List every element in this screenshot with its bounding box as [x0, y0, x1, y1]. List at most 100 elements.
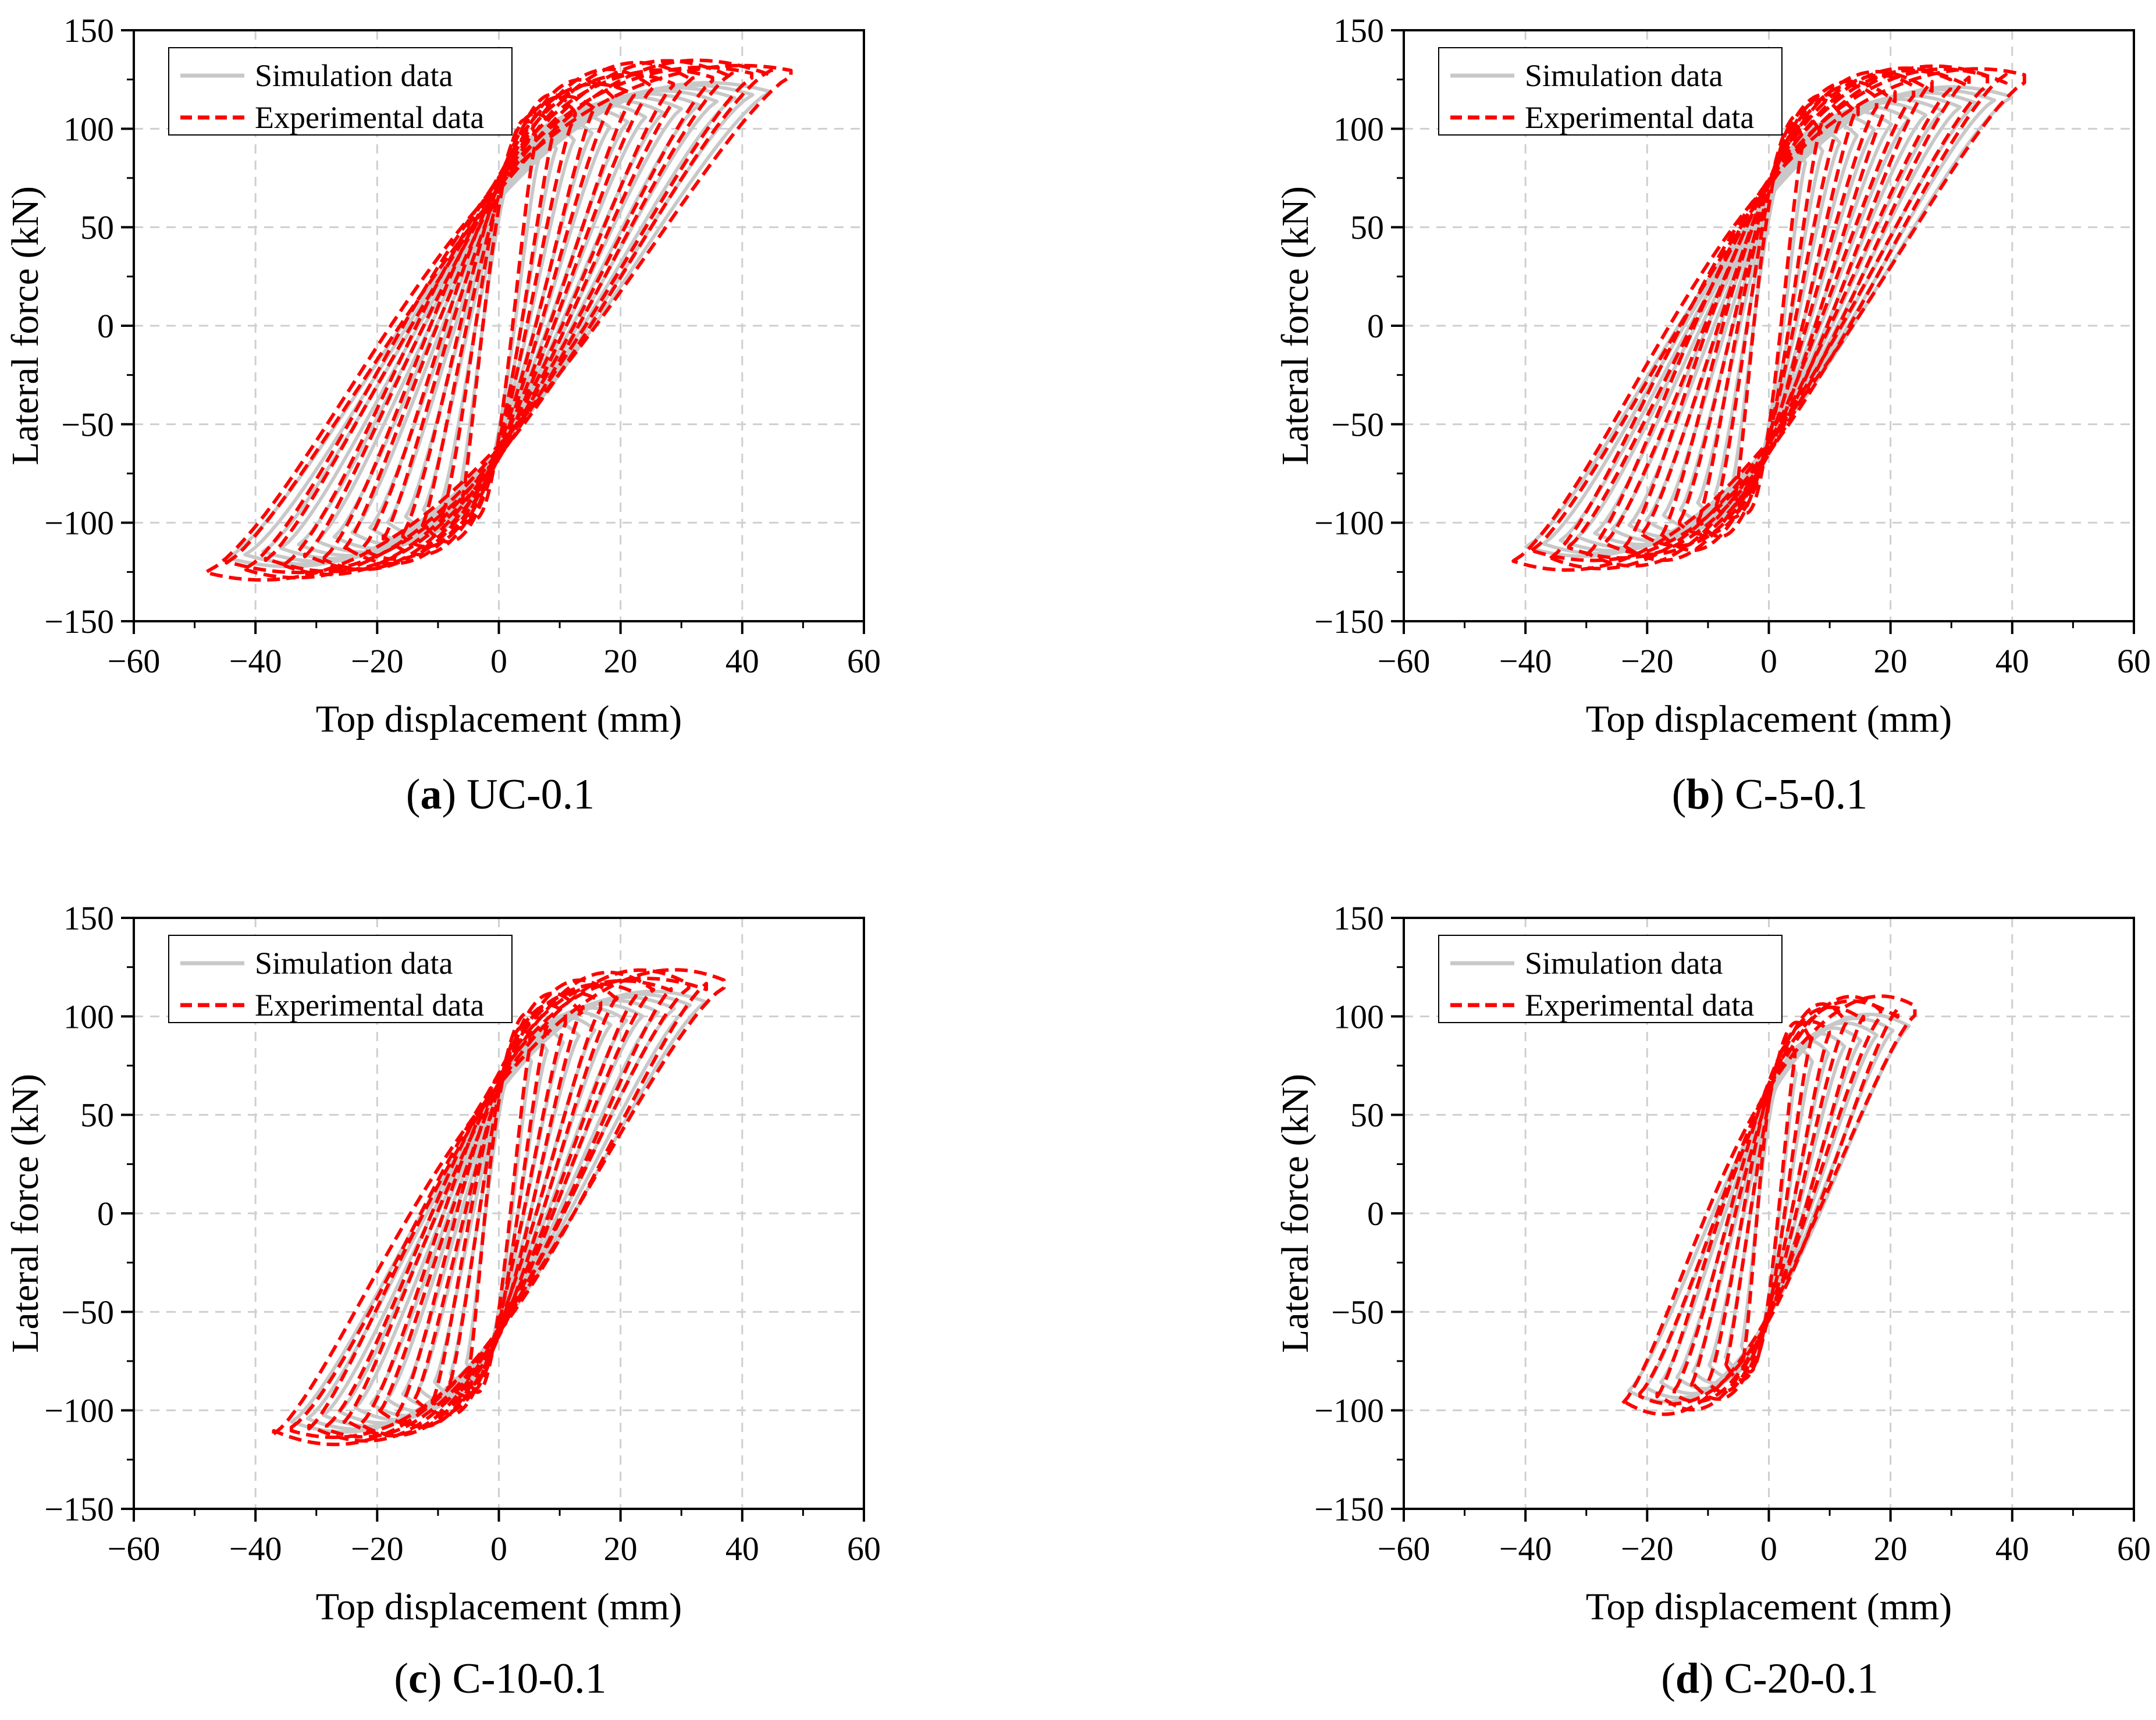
experimental-curve [1689, 1002, 1848, 1401]
legend: Simulation data Experimental data [1438, 47, 1783, 136]
y-tick-label: −150 [44, 603, 114, 640]
y-tick-label: 0 [97, 1195, 114, 1233]
panel-caption: (d) C-20-0.1 [1661, 1655, 1879, 1703]
x-axis-title: Top displacement (mm) [316, 1586, 682, 1628]
x-axis-title: Top displacement (mm) [1586, 698, 1952, 740]
y-axis: 150 100 50 0 −50 −100 −150 Lateral force (kN) [1274, 12, 1404, 640]
simulation-curve [243, 83, 755, 566]
y-axis: 150 100 50 0 −50 −100 −150 Lateral force (kN) [4, 899, 134, 1528]
y-tick-label: −150 [1314, 1490, 1384, 1528]
caption-letter: d [1675, 1655, 1699, 1703]
experimental-curve [460, 117, 538, 521]
experimental-curve [1641, 79, 1897, 548]
y-tick-label: −150 [44, 1490, 114, 1528]
curves [272, 968, 726, 1447]
experimental-curve [264, 59, 734, 574]
legend-box [168, 47, 513, 136]
experimental-curve [325, 979, 673, 1439]
y-tick-label: 100 [63, 998, 114, 1035]
x-axis: −60 −40 −20 0 20 40 60 Top displacement (mm) [1378, 621, 2151, 740]
experimental-curve [466, 1025, 532, 1394]
experimental-curve [421, 92, 577, 544]
experimental-curve [1655, 995, 1883, 1412]
x-axis-title: Top displacement (mm) [1586, 1586, 1952, 1628]
x-tick-label: 40 [725, 642, 759, 680]
experimental-curve [360, 982, 638, 1437]
experimental-curve [1659, 83, 1879, 553]
x-tick-label: −20 [1621, 1530, 1674, 1568]
x-tick-label: −40 [1499, 642, 1552, 680]
experimental-curve [244, 65, 754, 580]
experimental-curve [1621, 994, 1917, 1416]
caption-close: ) [428, 1655, 442, 1703]
y-tick-label: −100 [1314, 504, 1384, 542]
y-tick-label: 0 [1367, 307, 1384, 345]
y-tick-label: −50 [1331, 405, 1384, 443]
panel-caption: (c) C-10-0.1 [394, 1655, 606, 1703]
y-axis: 150 100 50 0 −50 −100 −150 Lateral force (kN) [4, 12, 134, 640]
x-tick-label: 20 [604, 1530, 638, 1568]
legend-box [168, 935, 513, 1023]
y-tick-label: −100 [1314, 1392, 1384, 1430]
y-tick-label: −100 [44, 504, 114, 542]
y-tick-label: −150 [1314, 603, 1384, 640]
experimental-curve [342, 67, 656, 565]
legend: Simulation data Experimental data [168, 935, 513, 1023]
experimental-curve [272, 968, 726, 1447]
experimental-curve [1511, 67, 2026, 572]
y-axis-title: Lateral force (kN) [1274, 1074, 1317, 1353]
experimental-curve [307, 968, 691, 1443]
y-tick-label: −50 [61, 405, 114, 443]
experimental-curve [1673, 1005, 1865, 1404]
caption-letter: a [421, 771, 442, 818]
y-tick-label: 150 [1333, 899, 1384, 937]
experimental-curve [289, 976, 709, 1439]
experimental-curve [1530, 64, 2008, 562]
panel-d: −60 −40 −20 0 20 40 60 Top displacement (mm) 150… [1274, 899, 2151, 1703]
x-tick-label: −60 [108, 1530, 161, 1568]
experimental-curve [395, 991, 603, 1429]
x-tick-label: 20 [1874, 1530, 1908, 1568]
experimental-curve [431, 1003, 567, 1416]
legend-label-simulation: Simulation data [255, 946, 453, 981]
curves [1621, 994, 1917, 1416]
experimental-curve [1714, 111, 1823, 520]
legend: Simulation data Experimental data [168, 47, 513, 136]
caption-open: ( [1661, 1655, 1675, 1703]
y-axis-title: Lateral force (kN) [4, 186, 47, 465]
y-tick-label: 150 [1333, 12, 1384, 49]
x-tick-label: −40 [1499, 1530, 1552, 1568]
panel-caption: (a) UC-0.1 [406, 771, 595, 818]
caption-close: ) [1699, 1655, 1714, 1703]
legend-label-simulation: Simulation data [255, 58, 453, 93]
y-tick-label: 50 [80, 209, 114, 247]
caption-open: ( [394, 1655, 408, 1703]
experimental-curve [1638, 999, 1899, 1406]
y-tick-label: 100 [1333, 110, 1384, 148]
x-tick-label: 60 [847, 1530, 881, 1568]
experimental-curve [1707, 1020, 1831, 1394]
x-tick-label: 60 [847, 642, 881, 680]
x-tick-label: 0 [490, 1530, 507, 1568]
experimental-curve [1724, 1020, 1814, 1382]
x-tick-label: 60 [2117, 1530, 2151, 1568]
experimental-curve [1696, 97, 1842, 539]
caption-close: ) [442, 771, 457, 818]
panel-b: −60 −40 −20 0 20 40 60 Top displacement (mm) 150… [1274, 12, 2151, 818]
x-axis: −60 −40 −20 0 20 40 60 Top displacement (mm) [108, 1509, 881, 1628]
experimental-curve [378, 978, 620, 1429]
y-tick-label: 100 [63, 110, 114, 148]
experimental-curve [413, 991, 585, 1416]
experimental-curve [401, 94, 597, 549]
legend-label-experimental: Experimental data [1525, 100, 1754, 135]
simulation-curve [1541, 88, 1997, 555]
x-axis: −60 −40 −20 0 20 40 60 Top displacement (mm) [1378, 1509, 2151, 1628]
y-axis: 150 100 50 0 −50 −100 −150 Lateral force (kN) [1274, 899, 1404, 1528]
legend-label-experimental: Experimental data [255, 100, 484, 135]
legend-box [1438, 47, 1783, 136]
legend-label-simulation: Simulation data [1525, 946, 1723, 981]
y-tick-label: −100 [44, 1392, 114, 1430]
y-axis-title: Lateral force (kN) [1274, 186, 1317, 465]
experimental-curve [342, 970, 656, 1438]
